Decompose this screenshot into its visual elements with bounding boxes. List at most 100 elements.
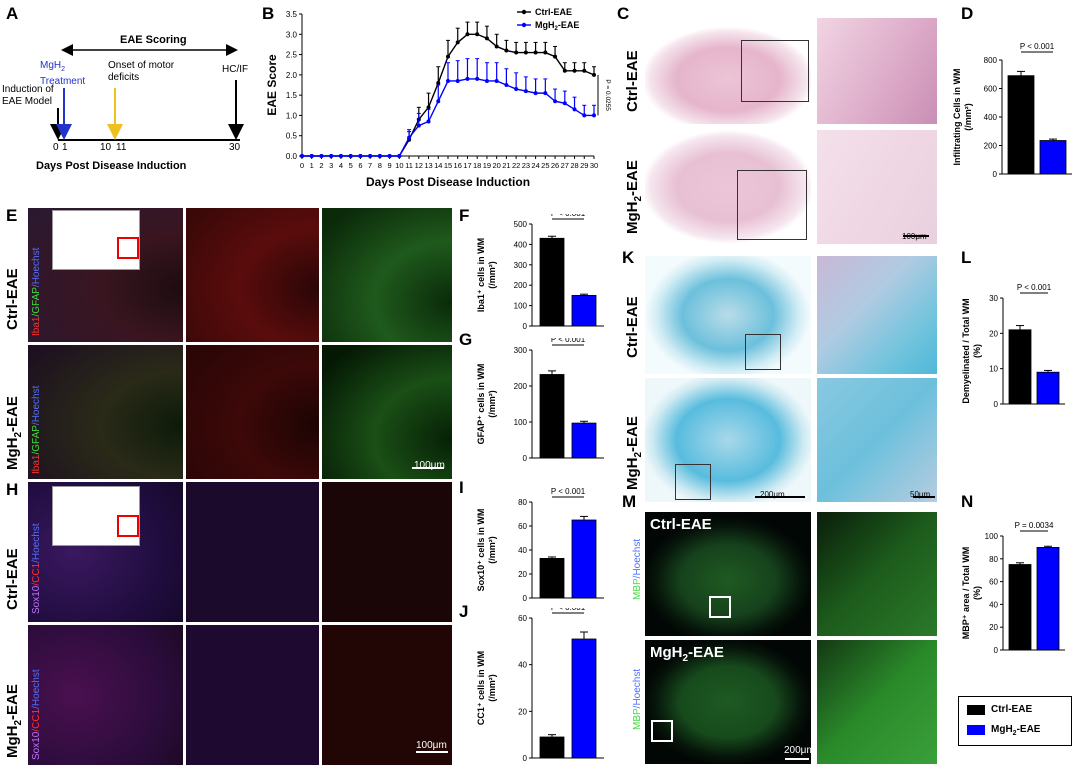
y-tick-label: 60 [518, 614, 527, 623]
data-point [426, 119, 431, 124]
cord-schematic [52, 486, 140, 546]
y-tick-label: 100 [514, 302, 528, 311]
y-axis-unit: (%) [972, 344, 982, 358]
scale-bar [412, 467, 444, 469]
data-point [484, 36, 489, 41]
he-ctrl-zoom [817, 18, 937, 124]
panel-label-i: I [459, 478, 464, 497]
mgh-pre: MgH [991, 724, 1013, 735]
data-point [572, 107, 577, 112]
y-tick-label: 10 [989, 365, 998, 374]
y-tick-label: 20 [518, 570, 527, 579]
mgh-sub: 2 [682, 653, 689, 664]
data-point [300, 154, 304, 158]
ctrl-sox10-merge-image [28, 482, 183, 622]
treatment-post: Treatment [40, 76, 86, 87]
bar-mgh [571, 422, 597, 459]
ctrl-merge-image [28, 208, 183, 342]
m-ctrl-label: Ctrl-EAE [650, 516, 712, 533]
x-tick-label: 27 [561, 161, 569, 170]
data-point [338, 154, 343, 158]
y-tick-label: 40 [518, 546, 527, 555]
mbp-ctrl-overview [645, 512, 811, 636]
y-tick-label: 2.5 [286, 51, 298, 60]
y-axis-title: Infiltrating Cells in WM [952, 69, 962, 166]
y-tick-label: 20 [989, 329, 998, 338]
he-mgh-overview [645, 130, 811, 244]
mgh-post: -EAE [624, 160, 641, 196]
mgh-sox10-merge-image [28, 625, 183, 765]
mgh-pre: MgH [624, 457, 641, 491]
mbp-area-chart: 0 20 40 60 80 100 P = 0.0034 MBP⁺ area / Total … [961, 521, 1065, 655]
y-tick-label: 0 [523, 754, 528, 763]
y-tick-label: 0 [994, 646, 999, 655]
tick-11: 11 [116, 142, 127, 153]
y-tick-label: 80 [518, 498, 527, 507]
timeline-treatment-label: MgH2 Treatment [40, 60, 100, 88]
zoom-box [651, 720, 673, 742]
data-point [504, 48, 509, 53]
bar-ctrl [1008, 329, 1032, 405]
treatment-sub: 2 [61, 66, 66, 73]
timeline-induction-label: Induction of EAE Model [2, 84, 54, 107]
legend-label-mgh: MgH2-EAE [535, 20, 579, 32]
data-point [329, 154, 334, 158]
data-point [348, 154, 353, 158]
scale-bar [755, 496, 805, 498]
mgh-sub: 2 [633, 195, 644, 202]
data-point [562, 68, 567, 73]
bar-ctrl [1007, 75, 1035, 175]
data-point [436, 99, 441, 104]
lfb-mgh-zoom [817, 378, 937, 502]
data-point [553, 99, 558, 104]
y-axis-unit: (/mm²) [487, 536, 497, 564]
legend-marker-ctrl [521, 9, 527, 15]
legend-label-ctrl: Ctrl-EAE [991, 704, 1033, 715]
legend-swatch-ctrl [967, 705, 985, 715]
lfb-mgh-overview [645, 378, 811, 502]
region-box [117, 515, 139, 537]
y-tick-label: 400 [514, 240, 528, 249]
x-tick-label: 7 [368, 161, 372, 170]
he-ctrl-overview [645, 18, 811, 124]
x-tick-label: 17 [463, 161, 471, 170]
stain-iba1: Iba1 [31, 316, 42, 336]
p-value: P < 0.001 [551, 487, 586, 496]
treatment-pre: MgH [40, 60, 62, 71]
data-point [533, 50, 538, 55]
zoom-box [737, 170, 807, 240]
x-tick-label: 15 [444, 161, 452, 170]
data-point [582, 68, 587, 73]
stain-hoechst: /Hoechst [632, 538, 643, 579]
data-point [533, 91, 538, 96]
data-point [309, 154, 314, 158]
y-tick-label: 0 [993, 170, 998, 179]
data-point [436, 80, 441, 85]
p-value: P = 0.0255 [604, 79, 611, 111]
x-tick-label: 28 [570, 161, 578, 170]
panel-label-a: A [6, 4, 19, 23]
panel-label-m: M [622, 492, 637, 511]
stain-hoechst: /Hoechst [31, 523, 42, 563]
stain-label-h-mgh: Sox10/CC1/Hoechst [31, 669, 42, 760]
panel-label-d: D [961, 4, 974, 23]
mgh-pre: MgH [4, 437, 21, 471]
sox10-chart: 0 20 40 60 80 P < 0.001 Sox10⁺ cells in WM (/mm… [476, 487, 604, 603]
timeline-end-label: HC/IF [222, 64, 249, 75]
stain-label-m-ctrl: MBP/Hoechst [632, 539, 643, 600]
data-point [368, 154, 373, 158]
x-tick-label: 10 [395, 161, 403, 170]
data-point [572, 68, 577, 73]
y-tick-label: 200 [984, 142, 998, 151]
legend-label-ctrl: Ctrl-EAE [535, 7, 572, 17]
y-axis-title: CC1⁺ cells in WM [476, 651, 486, 725]
mgh-post: -EAE [688, 644, 724, 661]
bar-mgh [1039, 140, 1067, 175]
row-label-k-ctrl: Ctrl-EAE [624, 296, 641, 358]
mgh-gfap-image [322, 345, 452, 479]
mgh-pre: MgH [650, 644, 683, 661]
data-point [465, 76, 470, 81]
p-value: P = 0.0034 [1015, 521, 1054, 530]
y-axis-title: Sox10⁺ cells in WM [476, 509, 486, 592]
scalebar-e-label: 100μm [414, 460, 445, 471]
